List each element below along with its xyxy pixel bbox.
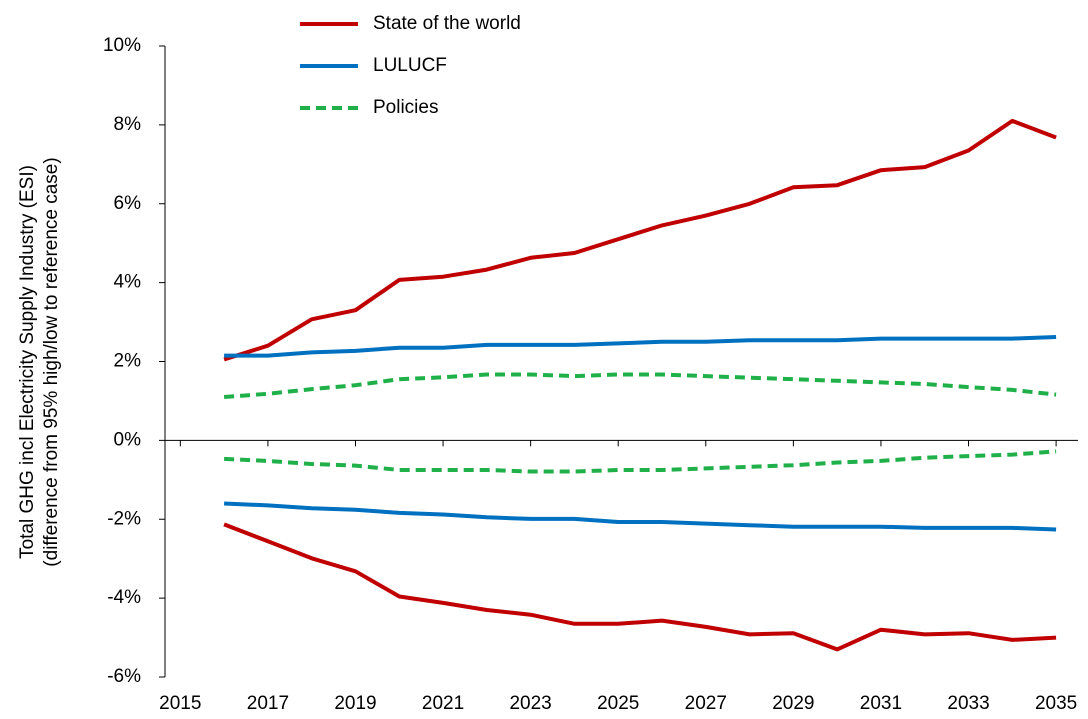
- y-tick-label: 2%: [114, 351, 142, 372]
- x-tick-label: 2033: [947, 693, 989, 714]
- x-tick-label: 2015: [159, 693, 201, 714]
- y-tick-label: 4%: [114, 272, 142, 293]
- y-tick-label: 6%: [114, 193, 142, 214]
- series-line: [223, 522, 1057, 652]
- series-line: [224, 501, 1057, 532]
- y-axis-title: (difference from 95% high/low to referen…: [41, 157, 62, 566]
- y-tick-label: -2%: [107, 508, 141, 529]
- series-line: [224, 449, 1057, 474]
- x-tick-label: 2029: [772, 693, 814, 714]
- legend-label: Policies: [373, 97, 438, 118]
- legend-label: LULUCF: [373, 55, 447, 76]
- x-tick-label: 2035: [1035, 693, 1077, 714]
- x-tick-label: 2023: [509, 693, 551, 714]
- x-tick-label: 2021: [422, 693, 464, 714]
- y-tick-label: 8%: [114, 114, 142, 135]
- y-tick-label: 10%: [103, 35, 141, 56]
- legend-label: State of the world: [373, 13, 521, 34]
- x-tick-label: 2027: [685, 693, 727, 714]
- series-line: [224, 335, 1057, 358]
- y-tick-label: 0%: [114, 429, 142, 450]
- x-tick-label: 2017: [247, 693, 289, 714]
- y-tick-label: -4%: [107, 587, 141, 608]
- y-tick-label: -6%: [107, 666, 141, 687]
- series-line: [223, 372, 1057, 399]
- y-axis-title: Total GHG incl Electricity Supply Indust…: [17, 165, 38, 559]
- x-tick-label: 2019: [334, 693, 376, 714]
- x-tick-label: 2031: [860, 693, 902, 714]
- x-tick-label: 2025: [597, 693, 639, 714]
- series-line: [223, 118, 1057, 362]
